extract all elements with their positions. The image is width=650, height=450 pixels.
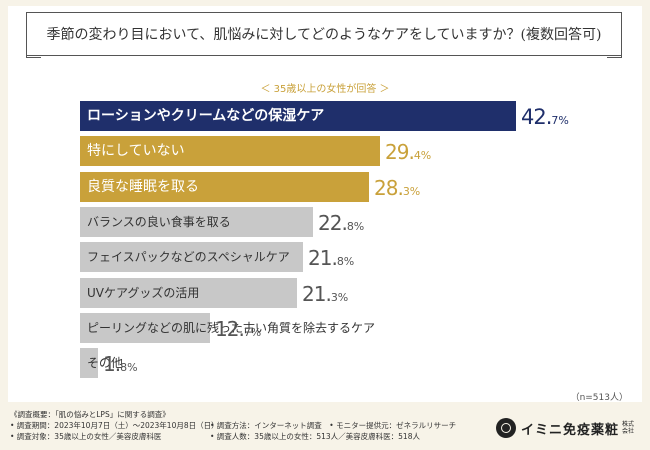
footer-row-3: • 調査対象：35歳以上の女性／美容皮膚科医 • 調査人数：35歳以上の女性：5… — [10, 431, 456, 442]
bar-label-0: ローションやクリームなどの保湿ケア — [87, 108, 325, 124]
footer-survey-name: 《調査概要：「肌の悩みとLPS」に関する調査》 — [10, 410, 170, 419]
question-title: 季節の変わり目において、肌悩みに対してどのようなケアをしていますか？(複数回答可… — [46, 27, 602, 43]
bar-value-7: 1.8% — [103, 352, 138, 376]
footer-count: • 調査人数：35歳以上の女性：513人／美容皮膚科医：518人 — [210, 432, 420, 441]
footer-method: • 調査方法：インターネット調査 • モニター提供元：ゼネラルリサーチ — [210, 421, 457, 430]
bar-label-2: 良質な睡眠を取る — [87, 179, 199, 195]
bar-value-0: 42.7% — [521, 105, 569, 129]
respondent-subtitle: ＜ 35歳以上の女性が回答 ＞ — [260, 84, 390, 95]
bar-value-2: 28.3% — [374, 176, 421, 200]
bar-label-5: UVケアグッズの活用 — [87, 286, 200, 300]
bar-0 — [80, 101, 516, 131]
footer-row-1: 《調査概要：「肌の悩みとLPS」に関する調査》 — [10, 409, 456, 420]
bar-3 — [80, 207, 313, 237]
brand-logo: イミニ免疫薬粧 株式会社 — [495, 418, 635, 438]
question-title-box: 季節の変わり目において、肌悩みに対してどのようなケアをしていますか？(複数回答可… — [26, 12, 622, 58]
bar-5 — [80, 278, 297, 308]
bar-7 — [80, 348, 98, 378]
logo-mark-icon — [495, 418, 516, 438]
bar-2 — [80, 172, 369, 202]
footer-period: • 調査期間：2023年10月7日（土）〜2023年10月8日（日） — [10, 421, 219, 430]
logo-company-type: 株式会社 — [622, 421, 635, 435]
bar-value-6: 12.7% — [215, 317, 262, 341]
bar-label-6: ピーリングなどの肌に残った古い角質を除去するケア — [87, 321, 376, 335]
bar-value-5: 21.3% — [302, 282, 349, 306]
bar-value-4: 21.8% — [308, 246, 355, 270]
bar-value-3: 22.8% — [318, 211, 365, 235]
logo-text: イミニ免疫薬粧 — [520, 422, 619, 438]
bar-label-3: バランスの良い食事を取る — [87, 215, 231, 229]
bar-value-1: 29.4% — [385, 140, 432, 164]
bar-1 — [80, 136, 380, 166]
bar-label-1: 特にしていない — [87, 143, 185, 159]
bar-label-4: フェイスパックなどのスペシャルケア — [87, 250, 290, 264]
survey-footer: 《調査概要：「肌の悩みとLPS」に関する調査》 • 調査期間：2023年10月7… — [10, 409, 456, 442]
bar-6 — [80, 313, 210, 343]
bar-label-7: その他 — [87, 356, 124, 370]
sample-size-note: （n=513人） — [570, 393, 628, 403]
footer-target: • 調査対象：35歳以上の女性／美容皮膚科医 — [10, 432, 162, 441]
bar-4 — [80, 242, 303, 272]
footer-row-2: • 調査期間：2023年10月7日（土）〜2023年10月8日（日） • 調査方… — [10, 420, 456, 431]
